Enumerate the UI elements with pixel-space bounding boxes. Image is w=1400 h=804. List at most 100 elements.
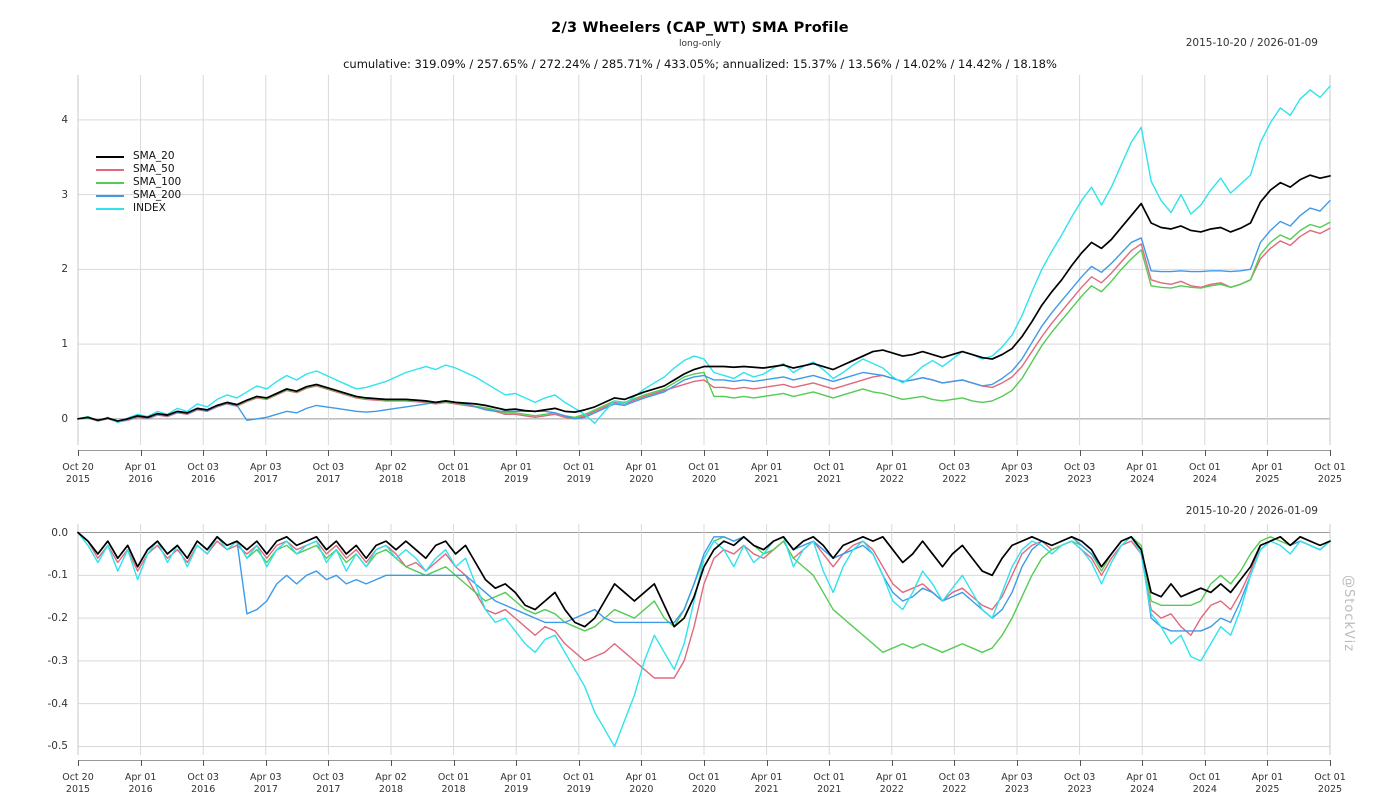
x-tick-day: Apr 01 <box>124 772 157 783</box>
x-tick-year: 2015 <box>65 784 91 795</box>
x-tick-year: 2021 <box>817 474 842 485</box>
x-tick-year: 2016 <box>128 784 153 795</box>
x-tick-mark <box>891 450 893 456</box>
legend-label: SMA_50 <box>133 163 175 175</box>
legend-label: SMA_20 <box>133 150 175 162</box>
x-tick-year: 2022 <box>879 474 904 485</box>
x-tick-mark <box>1204 760 1206 766</box>
x-tick-year: 2019 <box>566 784 591 795</box>
x-tick-label: Apr 01 2021 <box>751 462 783 486</box>
legend-label: SMA_100 <box>133 176 182 188</box>
x-tick-day: Oct 03 <box>187 462 219 473</box>
chart-legend: SMA_20 SMA_50 SMA_100 SMA_200 INDEX <box>96 150 181 215</box>
legend-swatch-icon <box>96 194 124 197</box>
x-tick-day: Oct 01 <box>688 462 720 473</box>
x-tick-mark <box>704 450 705 456</box>
x-tick-label: Oct 01 2020 <box>688 772 720 796</box>
legend-swatch-icon <box>96 155 124 158</box>
x-tick-day: Apr 01 <box>500 462 532 473</box>
x-tick-day: Oct 01 <box>563 462 595 473</box>
page-subtitle: long-only <box>679 39 721 49</box>
x-tick-label: Apr 01 2022 <box>876 462 908 486</box>
x-tick-label: Oct 01 2020 <box>688 462 720 486</box>
y-tick-label: 1 <box>61 338 68 351</box>
x-tick-year: 2022 <box>942 784 967 795</box>
x-tick-label: Oct 01 2024 <box>1189 462 1221 486</box>
x-tick-label: Apr 01 2024 <box>1126 462 1158 486</box>
legend-label: INDEX <box>133 202 166 214</box>
x-tick-label: Apr 01 2020 <box>626 772 658 796</box>
x-tick-label: Oct 01 2019 <box>563 462 595 486</box>
x-tick-day: Apr 02 <box>375 462 407 473</box>
x-tick-year: 2016 <box>191 474 216 485</box>
x-tick-mark <box>1142 450 1144 456</box>
x-tick-label: Oct 03 2016 <box>187 772 219 796</box>
x-tick-mark <box>328 760 330 766</box>
x-tick-day: Oct 01 <box>1314 772 1346 783</box>
x-tick-year: 2024 <box>1130 474 1155 485</box>
y-tick-label: 3 <box>61 188 68 201</box>
x-tick-mark <box>1204 450 1206 456</box>
x-tick-label: Apr 01 2025 <box>1252 462 1284 486</box>
x-tick-label: Oct 20 2015 <box>62 772 94 796</box>
x-tick-year: 2024 <box>1192 784 1217 795</box>
x-tick-mark <box>265 760 267 766</box>
x-tick-day: Oct 01 <box>437 462 470 473</box>
x-tick-label: Oct 01 2025 <box>1314 772 1346 796</box>
x-tick-year: 2024 <box>1192 474 1217 485</box>
legend-item-index: INDEX <box>96 202 181 215</box>
x-tick-mark <box>391 760 392 766</box>
x-tick-day: Oct 01 <box>437 772 470 783</box>
x-tick-day: Apr 02 <box>375 772 407 783</box>
legend-item-sma_100: SMA_100 <box>96 176 181 189</box>
x-tick-year: 2025 <box>1255 474 1280 485</box>
x-tick-year: 2020 <box>691 784 717 795</box>
x-tick-year: 2023 <box>1004 474 1030 485</box>
x-tick-day: Oct 03 <box>938 462 971 473</box>
x-tick-label: Oct 01 2024 <box>1189 772 1221 796</box>
x-tick-year: 2019 <box>566 474 591 485</box>
performance-summary: cumulative: 319.09% / 257.65% / 272.24% … <box>343 57 1057 71</box>
equity-chart-panel: SMA_20 SMA_50 SMA_100 SMA_200 INDEX <box>0 70 1400 450</box>
x-tick-day: Oct 01 <box>688 772 720 783</box>
x-tick-day: Oct 03 <box>312 772 345 783</box>
x-tick-label: Apr 01 2019 <box>500 462 532 486</box>
x-tick-year: 2021 <box>754 784 779 795</box>
legend-item-sma_50: SMA_50 <box>96 163 181 176</box>
page-title: 2/3 Wheelers (CAP_WT) SMA Profile <box>551 20 849 36</box>
x-tick-year: 2024 <box>1130 784 1155 795</box>
x-tick-day: Apr 01 <box>500 772 532 783</box>
x-tick-year: 2017 <box>253 784 278 795</box>
x-tick-day: Apr 03 <box>1001 462 1033 473</box>
x-tick-mark <box>1079 450 1081 456</box>
x-tick-label: Apr 01 2021 <box>751 772 783 796</box>
x-tick-day: Oct 01 <box>1189 462 1221 473</box>
x-tick-label: Oct 01 2021 <box>813 772 845 796</box>
x-tick-year: 2025 <box>1255 784 1280 795</box>
x-tick-mark <box>328 450 330 456</box>
x-tick-day: Oct 03 <box>187 772 219 783</box>
x-tick-label: Apr 03 2017 <box>250 462 282 486</box>
legend-label: SMA_200 <box>133 189 182 201</box>
x-tick-label: Apr 03 2023 <box>1001 772 1033 796</box>
x-tick-year: 2020 <box>629 784 654 795</box>
x-tick-year: 2021 <box>754 474 779 485</box>
x-tick-label: Apr 01 2019 <box>500 772 532 796</box>
x-tick-mark <box>1330 450 1331 456</box>
x-tick-year: 2017 <box>316 474 341 485</box>
x-tick-day: Oct 01 <box>563 772 595 783</box>
x-tick-label: Oct 03 2022 <box>939 772 971 796</box>
x-tick-year: 2018 <box>378 784 404 795</box>
x-tick-year: 2025 <box>1317 784 1343 795</box>
x-tick-day: Apr 01 <box>1251 772 1284 783</box>
x-tick-mark <box>453 450 455 456</box>
x-tick-day: Apr 01 <box>1126 462 1158 473</box>
x-tick-label: Apr 01 2024 <box>1126 772 1158 796</box>
x-tick-mark <box>140 450 142 456</box>
x-tick-day: Apr 03 <box>1001 772 1033 783</box>
legend-swatch-icon <box>96 207 124 210</box>
x-tick-mark <box>140 760 142 766</box>
y-tick-label: -0.2 <box>47 612 69 625</box>
x-tick-mark <box>1330 760 1331 766</box>
x-tick-mark <box>1267 450 1269 456</box>
